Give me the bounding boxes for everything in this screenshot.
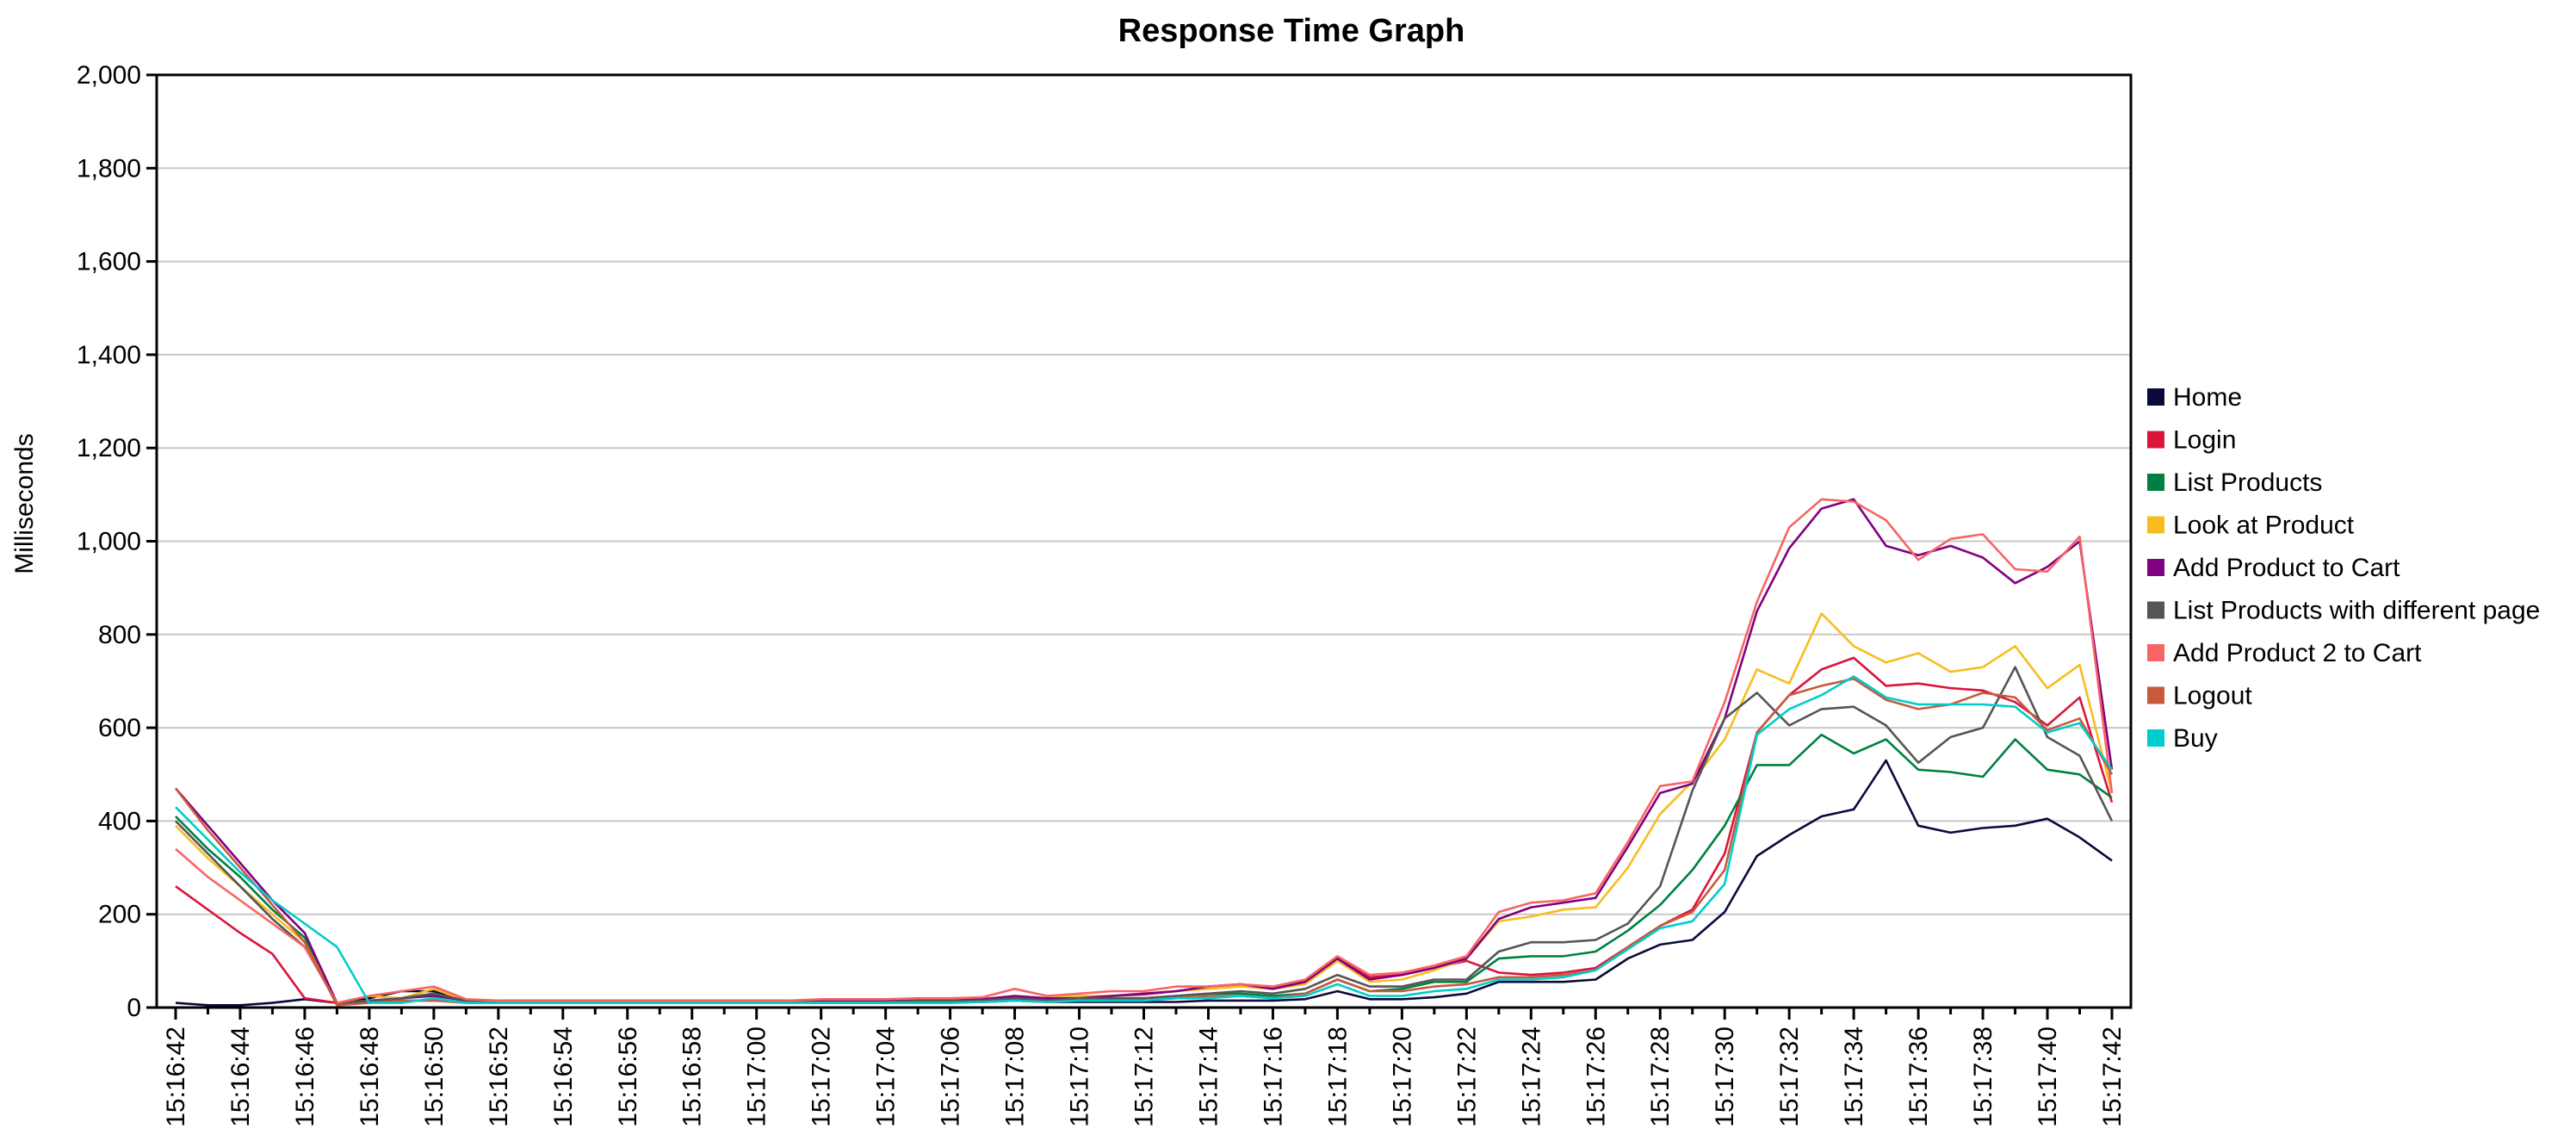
series-line-home (175, 759, 2113, 1007)
x-tick-label: 15:17:16 (1259, 1026, 1287, 1127)
x-tick-label: 15:16:42 (162, 1026, 190, 1127)
y-axis-label: Milliseconds (10, 433, 39, 574)
x-tick-label: 15:17:32 (1775, 1026, 1804, 1127)
legend-label: List Products (2173, 468, 2322, 497)
series-lines (174, 498, 2114, 1007)
legend-swatch (2147, 516, 2164, 534)
y-tick-label: 2,000 (77, 61, 141, 90)
legend-item: Add Product 2 to Cart (2147, 639, 2422, 667)
x-tick-label: 15:16:50 (420, 1026, 449, 1127)
legend-item: Look at Product (2147, 512, 2355, 540)
series-line-add-product-2-to-cart (175, 498, 2114, 1004)
x-tick-label: 15:17:34 (1840, 1026, 1868, 1127)
x-tick-label: 15:17:20 (1388, 1026, 1416, 1127)
legend-label: List Products with different page (2173, 597, 2540, 625)
legend-item: Login (2147, 426, 2236, 455)
legend-label: Look at Product (2173, 512, 2355, 540)
x-tick-label: 15:17:10 (1066, 1026, 1094, 1127)
y-tick-label: 0 (127, 994, 141, 1022)
series-line-list-products-with-different-page (175, 666, 2114, 1004)
y-tick-label: 400 (98, 807, 141, 835)
y-tick-label: 200 (98, 901, 141, 929)
legend-swatch (2147, 601, 2164, 619)
series-line-look-at-product (175, 612, 2114, 1004)
legend-item: List Products (2147, 468, 2322, 497)
y-tick-label: 800 (98, 621, 141, 649)
legend-label: Home (2173, 383, 2242, 412)
x-tick-label: 15:17:08 (1001, 1026, 1030, 1127)
series-line-buy (175, 675, 2114, 1004)
x-tick-label: 15:16:58 (678, 1026, 707, 1127)
x-tick-label: 15:17:38 (1969, 1026, 1997, 1127)
x-tick-label: 15:17:30 (1711, 1026, 1739, 1127)
legend-item: Add Product to Cart (2147, 554, 2400, 582)
x-tick-label: 15:17:06 (937, 1026, 965, 1127)
x-tick-label: 15:17:00 (743, 1026, 771, 1127)
legend-label: Buy (2173, 724, 2218, 753)
y-tick-label: 1,600 (77, 248, 141, 276)
x-tick-label: 15:17:28 (1646, 1026, 1675, 1127)
x-tick-label: 15:17:42 (2098, 1026, 2127, 1127)
x-tick-label: 15:16:44 (226, 1026, 255, 1127)
x-tick-label: 15:16:48 (356, 1026, 384, 1127)
x-tick-label: 15:17:24 (1517, 1026, 1545, 1127)
legend-swatch (2147, 729, 2164, 747)
chart-title: Response Time Graph (1118, 13, 1465, 49)
legend: Home Login List Products Look at Product Add… (2147, 383, 2540, 753)
x-tick-label: 15:17:14 (1194, 1026, 1223, 1127)
gridlines (157, 167, 2131, 915)
legend-swatch (2147, 686, 2164, 704)
x-tick-label: 15:17:04 (872, 1026, 901, 1127)
legend-swatch (2147, 431, 2164, 449)
legend-swatch (2147, 474, 2164, 491)
y-axis-ticks: 0 200 400 600 800 1,000 1,200 1,400 1,600 1,800 2,… (77, 61, 157, 1022)
legend-label: Add Product to Cart (2173, 554, 2400, 582)
legend-swatch (2147, 388, 2164, 406)
y-tick-label: 1,400 (77, 341, 141, 369)
y-tick-label: 1,800 (77, 154, 141, 183)
legend-swatch (2147, 644, 2164, 661)
x-tick-label: 15:17:40 (2034, 1026, 2062, 1127)
x-tick-label: 15:16:46 (291, 1026, 319, 1127)
legend-label: Add Product 2 to Cart (2173, 639, 2422, 667)
legend-item: Logout (2147, 682, 2252, 710)
legend-item: Buy (2147, 724, 2218, 753)
x-tick-label: 15:17:12 (1130, 1026, 1159, 1127)
y-tick-label: 600 (98, 714, 141, 742)
y-tick-label: 1,200 (77, 434, 141, 462)
x-tick-label: 15:17:18 (1323, 1026, 1352, 1127)
x-tick-label: 15:17:22 (1452, 1026, 1481, 1127)
legend-swatch (2147, 559, 2164, 576)
x-tick-label: 15:17:02 (808, 1026, 836, 1127)
legend-item: List Products with different page (2147, 597, 2540, 625)
legend-label: Logout (2173, 682, 2252, 710)
series-line-list-products (175, 733, 2113, 1004)
x-axis-ticks: 15:16:42 15:16:44 15:16:46 15:16:48 15:16:50… (162, 1008, 2127, 1127)
y-tick-label: 1,000 (77, 528, 141, 556)
x-tick-label: 15:17:36 (1904, 1026, 1933, 1127)
series-line-add-product-to-cart (175, 498, 2114, 1004)
x-tick-label: 15:16:52 (485, 1026, 513, 1127)
x-tick-label: 15:17:26 (1582, 1026, 1610, 1127)
legend-label: Login (2173, 426, 2236, 455)
legend-item: Home (2147, 383, 2242, 412)
x-tick-label: 15:16:54 (549, 1026, 578, 1127)
x-tick-label: 15:16:56 (614, 1026, 642, 1127)
